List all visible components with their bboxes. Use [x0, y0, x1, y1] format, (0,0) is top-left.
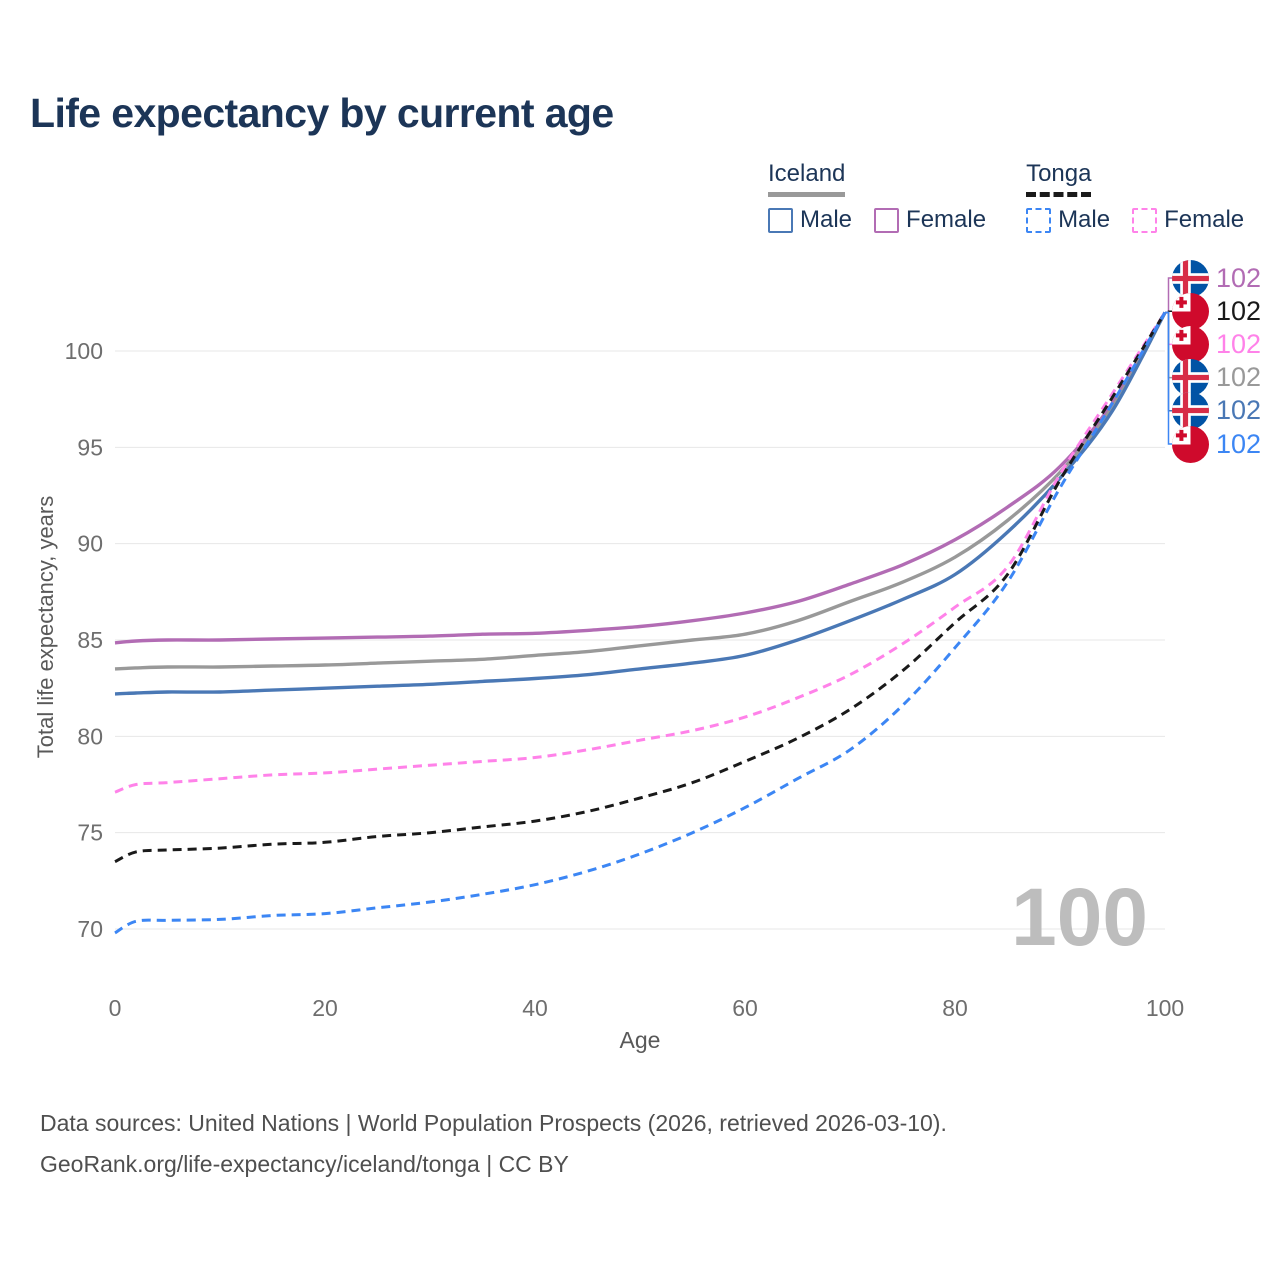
- y-tick-90: 90: [77, 531, 103, 557]
- legend-group-tonga: Tonga Male Female: [1026, 160, 1244, 234]
- series-line-iceland-both-sexes[interactable]: [114, 311, 1167, 671]
- x-axis-title: Age: [619, 1027, 661, 1053]
- legend-item-label: Female: [1164, 206, 1245, 233]
- legend-item-label: Male: [800, 206, 853, 233]
- y-axis-title: Total life expectancy, years: [33, 495, 58, 759]
- x-tick-60: 60: [732, 995, 758, 1021]
- x-tick-100: 100: [1146, 995, 1184, 1021]
- end-label-connector: [1165, 277, 1173, 314]
- series-line-tonga-female[interactable]: [114, 311, 1167, 794]
- y-tick-70: 70: [77, 916, 103, 942]
- legend-item-label: Female: [906, 206, 987, 233]
- legend-key-box: [1132, 207, 1158, 233]
- x-tick-0: 0: [109, 995, 122, 1021]
- x-tick-40: 40: [522, 995, 548, 1021]
- age-indicator-watermark: 100: [1011, 872, 1148, 963]
- footer-link: GeoRank.org/life-expectancy/iceland/tong…: [40, 1151, 569, 1177]
- footer-sources: Data sources: United Nations | World Pop…: [40, 1110, 947, 1136]
- y-tick-80: 80: [77, 723, 103, 749]
- legend-item-tonga-female[interactable]: Female: [1132, 206, 1244, 234]
- footer: Data sources: United Nations | World Pop…: [40, 1103, 947, 1185]
- x-tick-20: 20: [312, 995, 338, 1021]
- legend-country-tonga[interactable]: Tonga: [1026, 160, 1092, 197]
- end-label-connector: [1165, 311, 1173, 445]
- series-line-tonga-male[interactable]: [114, 311, 1167, 935]
- legend-country-iceland[interactable]: Iceland: [768, 160, 846, 197]
- page-title: Life expectancy by current age: [30, 90, 614, 136]
- legend-key-box: [768, 207, 793, 233]
- legend-item-label: Male: [1058, 206, 1111, 233]
- legend-item-iceland-male[interactable]: Male: [768, 206, 852, 234]
- y-tick-75: 75: [77, 820, 103, 846]
- legend-group-iceland: Iceland Male Female: [768, 160, 986, 234]
- series-line-iceland-male[interactable]: [114, 311, 1167, 696]
- y-tick-100: 100: [65, 338, 103, 364]
- legend-key-box: [874, 207, 900, 233]
- y-tick-85: 85: [77, 627, 103, 653]
- series-line-iceland-female[interactable]: [114, 311, 1167, 645]
- series-line-tonga-both-sexes[interactable]: [114, 311, 1167, 863]
- legend: Iceland Male Female Tonga Male Female: [768, 160, 1244, 234]
- x-tick-80: 80: [942, 995, 968, 1021]
- y-tick-95: 95: [77, 434, 103, 460]
- legend-item-iceland-female[interactable]: Female: [874, 206, 986, 234]
- legend-item-tonga-male[interactable]: Male: [1026, 206, 1110, 234]
- legend-key-box: [1026, 207, 1052, 233]
